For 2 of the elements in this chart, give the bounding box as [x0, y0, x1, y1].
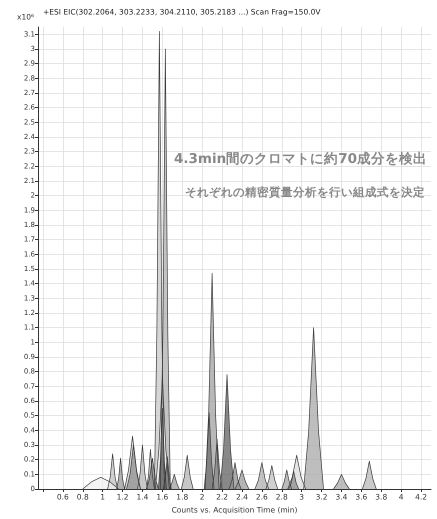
annotation: それぞれの精密質量分析を行い組成式を決定: [185, 185, 425, 199]
annotation: 4.3min間のクロマトに約70成分を検出: [174, 151, 428, 167]
